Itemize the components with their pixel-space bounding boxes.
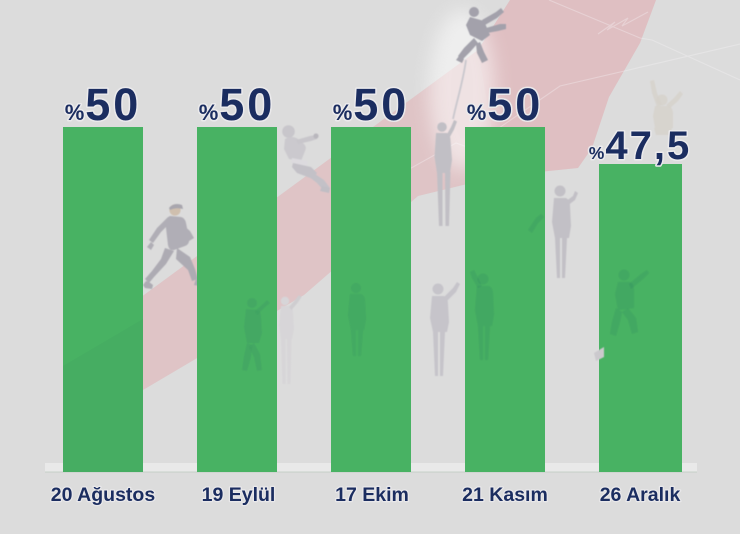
svg-text:26 Aralık: 26 Aralık	[600, 484, 681, 506]
svg-text:19 Eylül: 19 Eylül	[202, 484, 276, 506]
svg-text:20 Ağustos: 20 Ağustos	[51, 484, 156, 506]
svg-text:17 Ekim: 17 Ekim	[335, 484, 409, 506]
svg-text:21 Kasım: 21 Kasım	[462, 484, 548, 506]
svg-text:%50: %50	[467, 79, 544, 130]
svg-text:%50: %50	[333, 79, 410, 130]
svg-text:%47,5: %47,5	[589, 124, 691, 168]
svg-text:%50: %50	[65, 79, 142, 130]
svg-text:%50: %50	[199, 79, 276, 130]
